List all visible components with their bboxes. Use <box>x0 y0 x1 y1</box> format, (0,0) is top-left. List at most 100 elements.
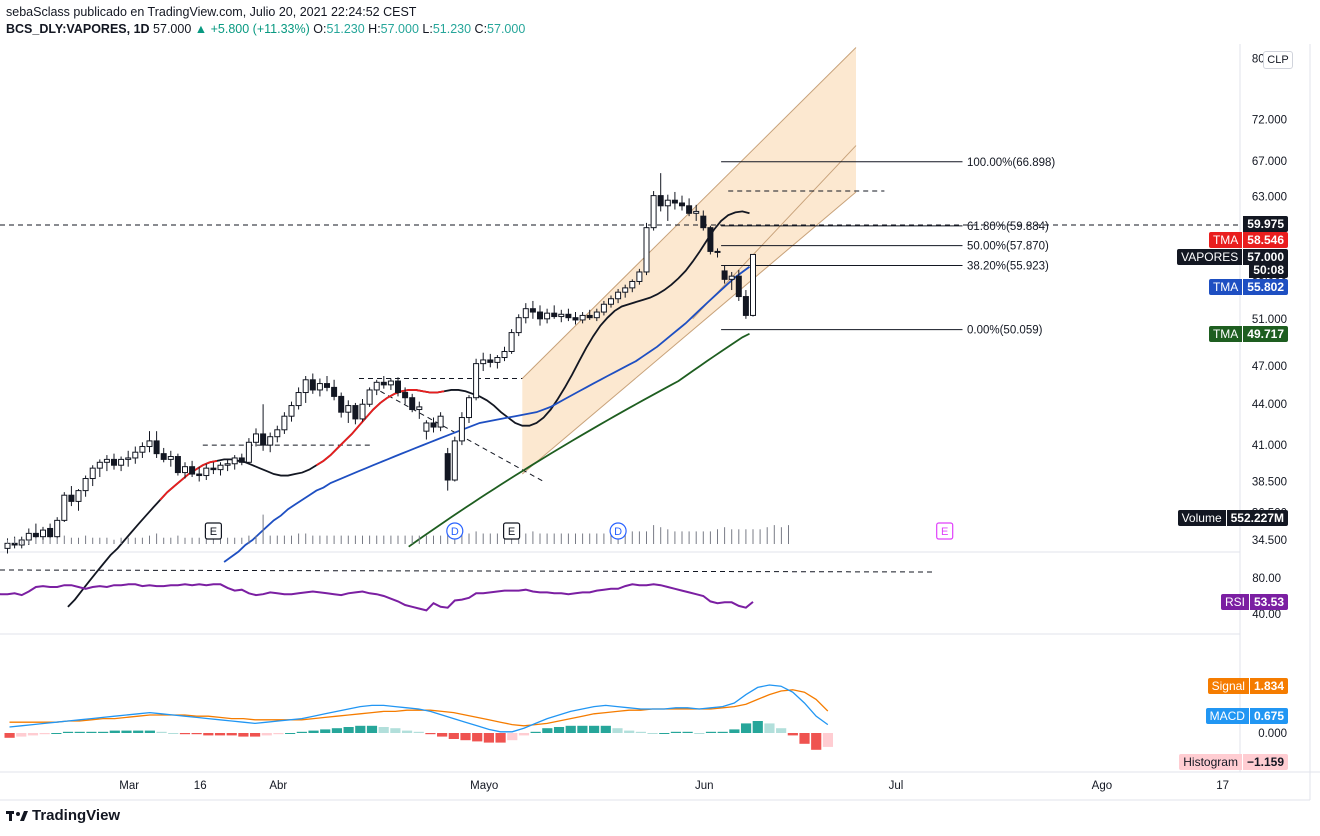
pane-value-tag: Histogram −1.159 <box>1175 754 1292 770</box>
candle-body <box>650 195 657 229</box>
candle-body <box>267 436 274 446</box>
macd-histogram-bar <box>308 730 319 733</box>
macd-histogram-bar <box>273 733 284 735</box>
fibonacci-label: 100.00%(66.898) <box>967 157 1055 169</box>
publisher-line: sebaSclass publicado en TradingView.com,… <box>6 5 417 19</box>
macd-histogram-bar <box>343 727 354 733</box>
macd-histogram-bar <box>787 733 798 736</box>
candle-body <box>153 440 160 455</box>
price-axis-tag-label: TMA <box>1208 232 1243 248</box>
macd-histogram-bar <box>542 728 553 733</box>
price-axis-tick: 41.000 <box>1252 440 1287 452</box>
symbol-name[interactable]: BCS_DLY:VAPORES, 1D <box>6 22 150 36</box>
candle-body <box>494 357 501 363</box>
macd-histogram-bar <box>390 728 401 733</box>
macd-histogram-bar <box>589 725 600 733</box>
ohlc-high: 57.000 <box>380 22 419 36</box>
candle-body <box>4 542 11 549</box>
candle-body <box>451 440 458 481</box>
pane-value-tag-label: RSI <box>1220 594 1249 610</box>
time-axis-label: Jun <box>695 780 714 792</box>
candle-body <box>324 383 330 388</box>
candle-body <box>409 397 416 411</box>
price-axis-tick: 72.000 <box>1252 114 1287 126</box>
earnings-marker-icon <box>936 522 954 540</box>
chart-background <box>0 44 1320 774</box>
macd-histogram-bar <box>378 727 389 733</box>
event-marker-label: D <box>451 526 459 538</box>
pane-value-tag-value: 53.53 <box>1249 594 1288 610</box>
candle-body <box>352 405 359 420</box>
macd-histogram-bar <box>355 725 366 733</box>
dividend-marker-icon <box>609 522 627 540</box>
candle-body <box>47 527 54 538</box>
macd-histogram-bar <box>39 733 50 735</box>
candle-body <box>671 199 678 204</box>
candle-body <box>174 456 181 474</box>
rsi-axis-tick: 40.00 <box>1252 609 1281 621</box>
candle-body <box>309 379 316 391</box>
macd-histogram-bar <box>121 730 132 733</box>
rsi-axis-tick: 80.00 <box>1252 573 1281 585</box>
price-axis-tag-value: 58.546 <box>1243 232 1288 248</box>
pane-value-tag: MACD 0.675 <box>1202 708 1292 724</box>
macd-histogram-bar <box>4 733 15 738</box>
macd-histogram-bar <box>483 733 494 743</box>
macd-histogram-bar <box>320 729 331 733</box>
macd-histogram-bar <box>261 733 272 736</box>
candle-body <box>544 312 551 320</box>
candle-body <box>622 287 629 293</box>
footer-brand[interactable]: TradingView <box>6 807 120 824</box>
price-axis-tag-label: TMA <box>1208 326 1243 342</box>
candle-body <box>224 463 231 466</box>
ohlc-high-label: H: <box>368 22 381 36</box>
candle-body <box>68 494 75 502</box>
footer-brand-text: TradingView <box>32 807 121 824</box>
candle-body <box>231 457 238 465</box>
macd-histogram-bar <box>133 730 144 733</box>
event-marker-label: E <box>210 526 217 538</box>
candle-body <box>515 317 522 334</box>
candle-body <box>537 311 543 320</box>
macd-histogram-bar <box>635 731 646 733</box>
candle-body <box>359 403 366 420</box>
time-axis-label: Ago <box>1092 780 1112 792</box>
candle-body <box>693 210 700 214</box>
macd-histogram-bar <box>670 731 682 733</box>
candle-body <box>664 199 671 207</box>
fibonacci-label: 50.00%(57.870) <box>967 241 1049 253</box>
macd-histogram-bar <box>437 733 448 737</box>
candle-body <box>501 350 508 359</box>
candle-body <box>657 195 664 207</box>
candle-body <box>728 275 735 280</box>
pane-value-tag-label: MACD <box>1205 708 1249 724</box>
macd-histogram-bar <box>764 723 775 733</box>
channel-lower-edge <box>521 191 857 475</box>
rsi-line <box>0 583 754 612</box>
candle-body <box>302 379 309 394</box>
macd-histogram-bar <box>74 731 85 733</box>
price-axis-tag: TMA 49.717 <box>1205 326 1292 342</box>
currency-button[interactable]: CLP <box>1263 51 1293 69</box>
candle-body <box>522 308 529 319</box>
price-axis-tag-value: 50:08 <box>1249 262 1288 278</box>
macd-histogram-bar <box>811 733 822 750</box>
macd-histogram-bar <box>799 733 810 744</box>
candle-body <box>295 392 302 407</box>
time-axis-label: Abr <box>269 780 287 792</box>
price-axis-tick: 38.500 <box>1252 477 1287 489</box>
candle-body <box>572 317 579 321</box>
macd-histogram-bar <box>413 731 424 733</box>
macd-axis-tick: 0.000 <box>1258 728 1287 740</box>
price-axis-tag-value: 49.717 <box>1243 326 1288 342</box>
macd-histogram-bar <box>86 731 97 733</box>
macd-histogram-bar <box>62 731 74 733</box>
price-axis-tick: 51.000 <box>1252 314 1287 326</box>
pane-value-tag-label: Signal <box>1207 678 1249 694</box>
candle-body <box>167 456 174 460</box>
ohlc-close: 57.000 <box>487 22 526 36</box>
candle-body <box>288 405 295 417</box>
candle-body <box>565 313 572 319</box>
macd-histogram-bar <box>624 730 635 733</box>
